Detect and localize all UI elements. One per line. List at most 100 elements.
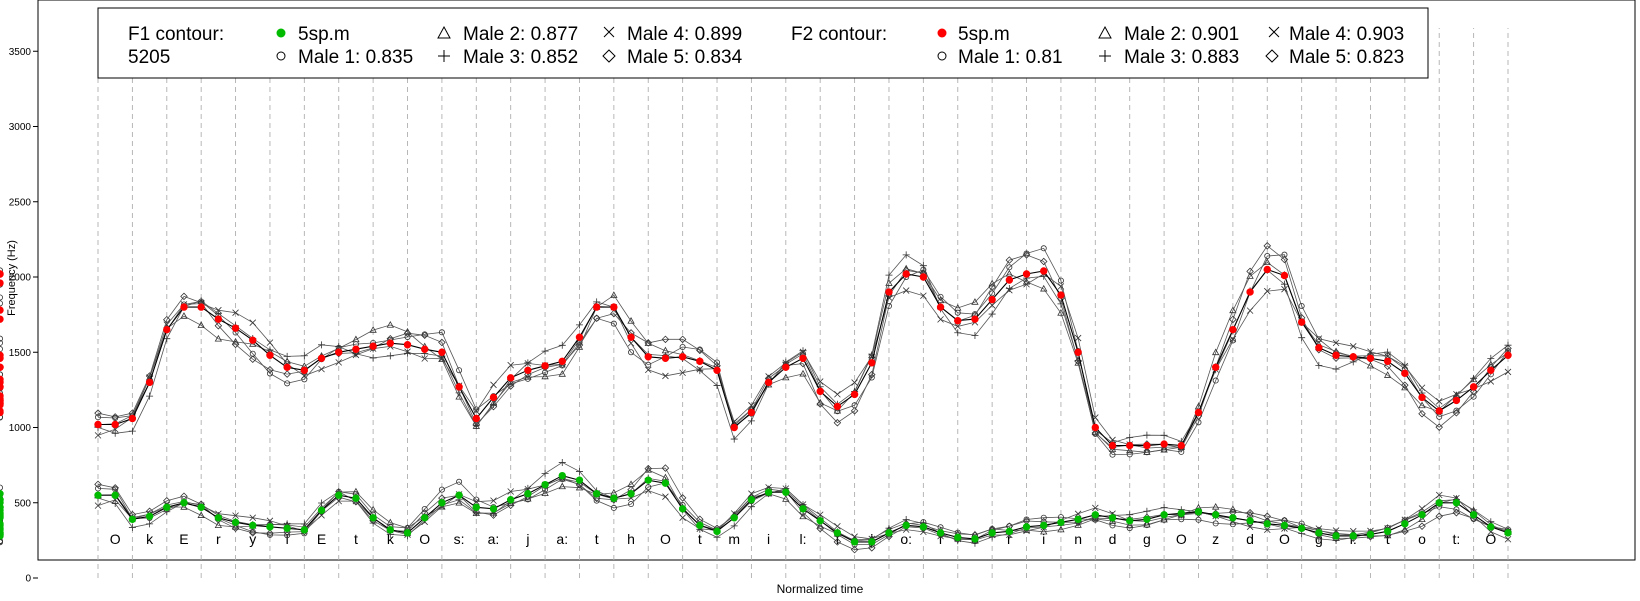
circle-marker [610, 320, 617, 327]
f1-mean-point [575, 476, 584, 484]
f2-mean-point [988, 295, 996, 304]
plus-marker-icon [438, 50, 450, 62]
segment-label: n [1074, 531, 1082, 547]
diamond-marker [248, 355, 257, 364]
f2-mean-point [0, 407, 4, 415]
segment-label: l [286, 531, 289, 547]
circle-marker [610, 504, 617, 511]
diamond-marker [678, 335, 687, 344]
f2-mean-point [489, 393, 498, 402]
cross-marker [1263, 526, 1271, 534]
triangle-marker [799, 369, 807, 377]
f2-mean-point [782, 363, 790, 371]
f2-mean-point [1057, 291, 1065, 299]
f2-mean-point [902, 270, 910, 278]
f1-mean-point [971, 535, 979, 543]
plus-marker [404, 349, 412, 357]
segment-label: g [1143, 531, 1151, 547]
f2-mean-point [644, 353, 652, 361]
circle-marker [284, 532, 291, 539]
plus-marker [146, 392, 154, 400]
f1-mean-point [438, 499, 446, 507]
legend: F1 contour: 5205 F2 contour: 5sp.m Male … [97, 7, 1429, 79]
circle-marker [679, 344, 686, 351]
f1-mean-point [197, 503, 205, 511]
circle-marker [0, 339, 3, 346]
f2-mean-point [816, 387, 824, 396]
f2-mean-point [1040, 267, 1048, 275]
diamond-marker-icon [602, 49, 616, 63]
f2-mean-point [747, 408, 756, 417]
triangle-marker-icon [1098, 25, 1112, 39]
triangle-marker [1005, 269, 1014, 277]
cross-marker [1246, 307, 1254, 314]
plus-marker [369, 354, 377, 362]
f2-mean-point [1177, 441, 1185, 450]
y-tick-label: 500 [14, 498, 31, 509]
cross-marker [851, 533, 858, 540]
green-dot-icon [276, 28, 286, 38]
circle-marker [1023, 516, 1030, 523]
cross-marker [507, 361, 514, 369]
f1-mean-point [0, 526, 4, 534]
f2-mean-point [661, 354, 670, 362]
f1-mean-point [266, 523, 274, 531]
cross-marker [1332, 527, 1340, 534]
f1-mean-point [214, 514, 223, 522]
cross-marker [799, 348, 807, 356]
f1-mean-point [335, 491, 343, 499]
plus-marker [1470, 374, 1478, 382]
triangle-marker [1074, 521, 1082, 528]
cross-marker [1109, 436, 1116, 444]
diamond-marker [1246, 509, 1254, 517]
f1-mean-point [1349, 532, 1357, 540]
cross-marker [696, 365, 704, 373]
triangle-marker [799, 512, 807, 520]
triangle-marker [386, 518, 394, 526]
legend-f1-header: F1 contour: [128, 24, 224, 45]
cross-marker [1074, 510, 1082, 518]
diamond-marker [506, 501, 515, 510]
f2-mean-point [833, 402, 842, 411]
f1-mean-point [610, 494, 618, 502]
legend-f2-mean-label: 5sp.m [958, 24, 1010, 45]
cross-marker [490, 497, 497, 504]
cross-marker [1006, 286, 1013, 294]
plus-marker [747, 417, 755, 425]
legend-f2-male5-label: Male 5: 0.823 [1289, 47, 1404, 68]
y-tick-label: 2500 [9, 197, 32, 208]
cross-marker [902, 287, 910, 294]
f2-mean-point [214, 315, 223, 323]
cross-marker [1315, 335, 1323, 342]
f1-mean-point [816, 517, 824, 525]
y-tick-label: 3500 [9, 47, 32, 58]
triangle-marker [627, 317, 635, 324]
plus-marker [919, 262, 927, 270]
f2-mean-point [1074, 348, 1082, 356]
f1-mean-point [1040, 521, 1048, 530]
cross-marker [954, 323, 962, 330]
f1-mean-point [1383, 527, 1392, 536]
segment-labels: OkErylEtkOs:a:ja:thOtmil:ijo:forindgOzdO… [110, 531, 1497, 547]
f2-mean-point [1349, 353, 1357, 361]
legend-f1-male1: Male 1: 0.835 [276, 47, 413, 68]
f1-mean-point [661, 479, 670, 487]
circle-marker [645, 361, 652, 368]
f1-mean-point [644, 476, 652, 484]
triangle-marker [782, 495, 790, 502]
f2-mean-point [0, 315, 4, 323]
f2-mean-point [524, 366, 532, 375]
triangle-marker [1040, 284, 1048, 292]
f2-mean-point [111, 420, 119, 429]
circle-marker [0, 390, 3, 397]
f1-mean-point [1332, 532, 1340, 540]
f1-mean-point [885, 529, 893, 537]
circle-marker [0, 484, 3, 491]
f2-mean-point [1435, 407, 1443, 415]
plus-marker [1384, 348, 1392, 356]
f1-mean-point [421, 514, 429, 522]
segment-label: r [1007, 531, 1012, 547]
segment-label: m [728, 531, 740, 547]
plus-marker [283, 352, 291, 360]
f2-mean-point [1091, 423, 1100, 432]
